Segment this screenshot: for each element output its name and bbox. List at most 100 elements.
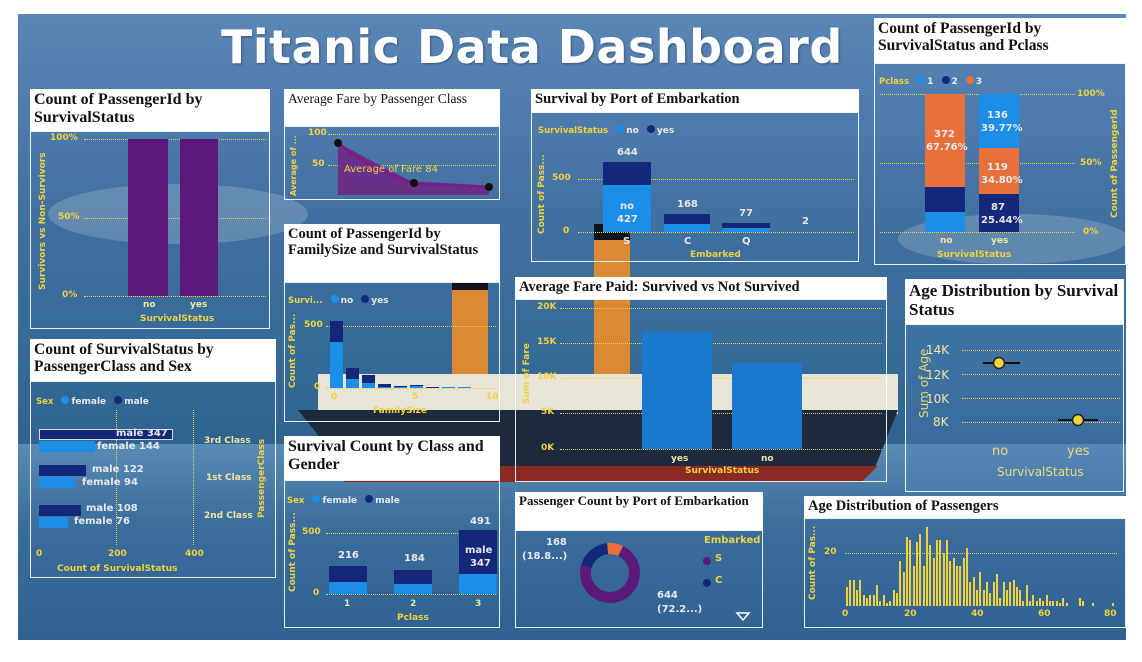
age-histogram-bar[interactable] [975,590,978,606]
age-histogram-bar[interactable] [915,542,918,606]
age-histogram-bar[interactable] [929,545,932,606]
panel-class-sex[interactable] [30,381,276,578]
age-histogram-bar[interactable] [865,598,868,606]
donut-chart[interactable] [574,537,646,609]
bar-yes-class3[interactable] [979,148,1019,194]
bar-yes-class2[interactable] [979,194,1019,232]
panel-age-distribution[interactable] [804,518,1126,628]
age-histogram-bar[interactable] [875,584,878,606]
legend-no[interactable]: no [340,296,354,306]
age-histogram-bar[interactable] [1082,600,1085,606]
chevron-down-icon[interactable] [735,612,751,622]
panel-age-survival[interactable] [905,324,1124,492]
bar-2nd-male[interactable] [39,505,81,516]
age-histogram-bar[interactable] [1042,600,1045,606]
age-histogram-bar[interactable] [1079,598,1082,606]
age-histogram-bar[interactable] [922,566,925,606]
bar-no-class2[interactable] [925,187,965,212]
age-histogram-bar[interactable] [979,571,982,606]
panel-pclass-survival[interactable] [874,63,1126,265]
legend-male[interactable]: male [375,496,400,506]
age-histogram-bar[interactable] [1112,603,1115,606]
age-histogram-bar[interactable] [982,590,985,606]
panel-survival-count[interactable] [30,131,270,329]
age-histogram-bar[interactable] [879,600,882,606]
familysize-bar-yes[interactable] [346,368,359,380]
familysize-bar-no[interactable] [378,387,391,388]
age-histogram-bar[interactable] [945,539,948,606]
age-histogram-bar[interactable] [1005,590,1008,606]
age-histogram-bar[interactable] [939,539,942,606]
age-histogram-bar[interactable] [889,600,892,606]
age-histogram-bar[interactable] [952,558,955,606]
age-histogram-bar[interactable] [869,595,872,606]
familysize-bar-yes[interactable] [330,321,343,342]
age-histogram-bar[interactable] [885,603,888,606]
bar-s-yes[interactable] [603,162,651,185]
bar-no[interactable] [732,363,802,449]
bar-3-male[interactable] [459,530,497,574]
panel-port-survival[interactable] [531,112,859,262]
age-histogram-bar[interactable] [932,558,935,606]
bar-q-yes[interactable] [722,223,770,228]
age-histogram-bar[interactable] [1012,579,1015,606]
age-histogram-bar[interactable] [925,526,928,606]
age-histogram-bar[interactable] [882,595,885,606]
bar-no[interactable] [128,139,168,296]
bar-1-female[interactable] [329,582,367,594]
legend-c[interactable]: C [715,575,723,586]
familysize-bar-no[interactable] [410,385,423,388]
legend-male[interactable]: male [124,397,149,407]
legend-no[interactable]: no [626,126,639,136]
bar-c-no[interactable] [664,224,710,232]
familysize-bar-no[interactable] [442,387,455,388]
age-histogram-bar[interactable] [1062,598,1065,606]
bar-yes-class1[interactable] [979,94,1019,148]
familysize-bar-no[interactable] [458,387,471,388]
age-histogram-bar[interactable] [955,566,958,606]
age-histogram-bar[interactable] [852,579,855,606]
bar-2-male[interactable] [394,570,432,584]
age-histogram-bar[interactable] [872,595,875,606]
familysize-bar-no[interactable] [346,379,359,388]
panel-average-fare[interactable] [284,126,500,200]
age-histogram-bar[interactable] [1035,600,1038,606]
age-histogram-bar[interactable] [935,539,938,606]
age-histogram-bar[interactable] [1065,603,1068,606]
panel-familysize[interactable] [284,282,500,422]
age-histogram-bar[interactable] [846,587,848,606]
age-histogram-bar[interactable] [1025,584,1028,606]
age-histogram-bar[interactable] [909,539,912,606]
familysize-bar-yes[interactable] [378,384,391,387]
familysize-bar-no[interactable] [426,387,439,388]
bar-c-yes[interactable] [664,214,710,224]
legend-yes[interactable]: yes [656,126,675,136]
age-histogram-bar[interactable] [855,590,858,606]
bar-2nd-female[interactable] [39,517,68,528]
age-histogram-bar[interactable] [989,592,992,606]
bar-3-female[interactable] [459,574,497,594]
panel-port-count[interactable] [515,530,763,628]
legend-female[interactable]: female [322,496,358,506]
age-histogram-bar[interactable] [1009,582,1012,606]
age-histogram-bar[interactable] [949,560,952,606]
familysize-bar-yes[interactable] [362,375,375,383]
age-histogram-bar[interactable] [1039,598,1042,606]
legend-yes[interactable]: yes [371,296,389,306]
age-histogram-bar[interactable] [985,582,988,606]
age-histogram-bar[interactable] [1055,600,1058,606]
panel-fare-paid[interactable] [515,299,887,482]
legend-3[interactable]: 3 [975,77,983,87]
age-histogram-bar[interactable] [919,534,922,606]
donut-slice-c[interactable] [581,543,609,568]
age-histogram-bar[interactable] [962,558,965,606]
age-histogram-bar[interactable] [1045,595,1048,606]
age-histogram-bar[interactable] [1029,600,1032,606]
legend-s[interactable]: S [715,553,723,564]
bar-1st-female[interactable] [39,477,75,488]
bar-no-class1[interactable] [925,212,965,232]
familysize-bar-no[interactable] [330,341,343,388]
age-histogram-bar[interactable] [899,560,902,606]
familysize-bar-no[interactable] [362,382,375,388]
legend-2[interactable]: 2 [951,77,958,87]
